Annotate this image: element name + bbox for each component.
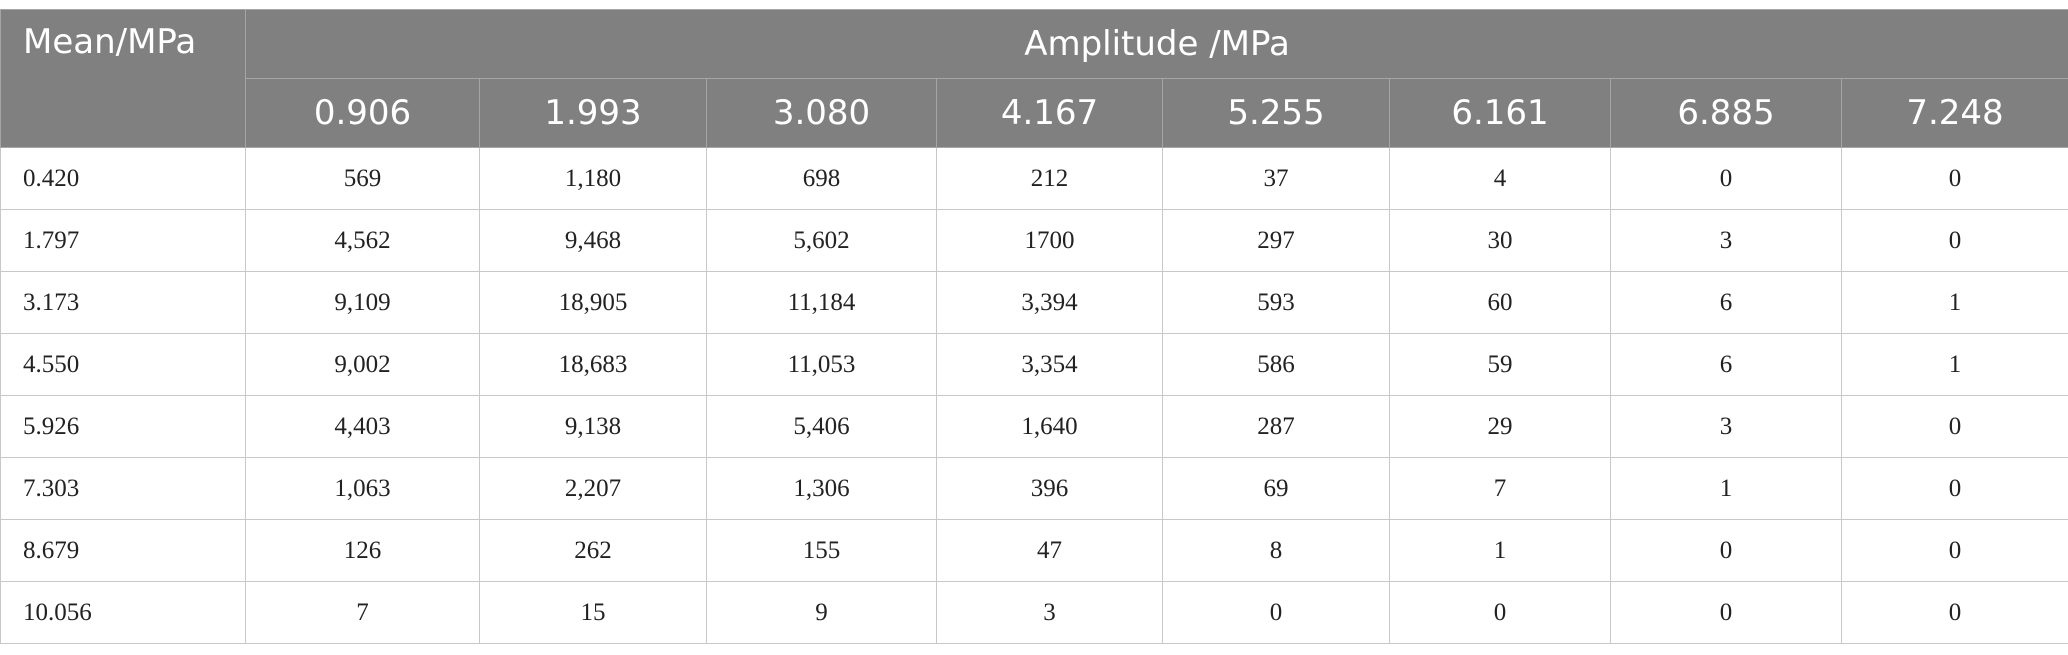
table-cell: 59 [1389,333,1611,396]
table-cell: 11,184 [706,271,937,334]
table-cell: 0 [1610,581,1842,644]
table-row: 10.056 7 15 9 3 0 0 0 0 [0,581,2068,644]
column-header: 5.255 [1162,78,1390,148]
table-cell: 396 [936,457,1163,520]
table-cell: 1,180 [479,147,707,210]
table-cell: 1,306 [706,457,937,520]
table-cell: 9 [706,581,937,644]
table-cell: 1,640 [936,395,1163,458]
table-cell: 11,053 [706,333,937,396]
table-cell: 0 [1840,395,2068,458]
table-cell: 1 [1840,271,2068,334]
table-cell: 7 [1389,457,1611,520]
column-header: 3.080 [706,78,937,148]
table-cell: 3,354 [936,333,1163,396]
column-header: 7.248 [1840,78,2068,148]
table-cell: 9,468 [479,209,707,272]
table-cell: 37 [1162,147,1390,210]
table-cell: 15 [479,581,707,644]
row-header: 4.550 [0,333,246,396]
table-cell: 6 [1610,271,1842,334]
table-row: 7.303 1,063 2,207 1,306 396 69 7 1 0 [0,457,2068,520]
table-cell: 4 [1389,147,1611,210]
table-cell: 5,406 [706,395,937,458]
table-cell: 30 [1389,209,1611,272]
column-header: 6.161 [1389,78,1611,148]
row-header: 3.173 [0,271,246,334]
table-body: 0.420 569 1,180 698 212 37 4 0 0 1.797 4,562 9,468 5… [0,147,2068,644]
row-header: 5.926 [0,395,246,458]
table-cell: 0 [1162,581,1390,644]
table-cell: 3 [1610,395,1842,458]
row-header: 7.303 [0,457,246,520]
table-cell: 9,109 [245,271,480,334]
table-cell: 126 [245,519,480,582]
table-cell: 1 [1610,457,1842,520]
group-header: Amplitude /MPa [244,9,2068,79]
table-cell: 0 [1840,147,2068,210]
row-header: 10.056 [0,581,246,644]
table-cell: 9,002 [245,333,480,396]
table-cell: 4,562 [245,209,480,272]
table-cell: 5,602 [706,209,937,272]
table-cell: 1 [1389,519,1611,582]
table-cell: 69 [1162,457,1390,520]
row-header: 0.420 [0,147,246,210]
table-cell: 18,683 [479,333,707,396]
table-row: 1.797 4,562 9,468 5,602 1700 297 30 3 0 [0,209,2068,272]
table-cell: 3 [1610,209,1842,272]
table-cell: 155 [706,519,937,582]
table-cell: 262 [479,519,707,582]
table-cell: 586 [1162,333,1390,396]
table-cell: 18,905 [479,271,707,334]
table-cell: 8 [1162,519,1390,582]
table-cell: 287 [1162,395,1390,458]
table-container: Mean/MPa Amplitude /MPa 0.906 1.993 3.080 4… [0,9,2068,644]
table-cell: 2,207 [479,457,707,520]
table-cell: 4,403 [245,395,480,458]
column-header: 4.167 [936,78,1163,148]
table-cell: 1,063 [245,457,480,520]
column-header: 0.906 [245,78,480,148]
table-cell: 1700 [936,209,1163,272]
table-cell: 3,394 [936,271,1163,334]
table-cell: 0 [1840,457,2068,520]
header-row: Mean/MPa Amplitude /MPa [0,9,2068,148]
table-cell: 7 [245,581,480,644]
table-cell: 1 [1840,333,2068,396]
table-cell: 60 [1389,271,1611,334]
table-cell: 0 [1389,581,1611,644]
table-cell: 0 [1840,519,2068,582]
table-cell: 593 [1162,271,1390,334]
table-cell: 297 [1162,209,1390,272]
table-cell: 29 [1389,395,1611,458]
table-cell: 0 [1610,519,1842,582]
row-header: 8.679 [0,519,246,582]
corner-header: Mean/MPa [0,9,246,148]
table-cell: 0 [1840,581,2068,644]
table-cell: 9,138 [479,395,707,458]
table-cell: 3 [936,581,1163,644]
table-cell: 0 [1610,147,1842,210]
table-row: 4.550 9,002 18,683 11,053 3,354 586 59 6 1 [0,333,2068,396]
table-cell: 212 [936,147,1163,210]
table-cell: 6 [1610,333,1842,396]
table-cell: 698 [706,147,937,210]
data-table: Mean/MPa Amplitude /MPa 0.906 1.993 3.080 4… [0,9,2068,644]
table-cell: 47 [936,519,1163,582]
table-cell: 569 [245,147,480,210]
row-header: 1.797 [0,209,246,272]
table-row: 0.420 569 1,180 698 212 37 4 0 0 [0,147,2068,210]
column-header: 1.993 [479,78,707,148]
column-header: 6.885 [1610,78,1842,148]
table-row: 5.926 4,403 9,138 5,406 1,640 287 29 3 0 [0,395,2068,458]
header-row: 0.906 1.993 3.080 4.167 5.255 6.161 6.885 7.248 [1,78,2068,148]
table-row: 3.173 9,109 18,905 11,184 3,394 593 60 6 1 [0,271,2068,334]
table-cell: 0 [1840,209,2068,272]
table-row: 8.679 126 262 155 47 8 1 0 0 [0,519,2068,582]
